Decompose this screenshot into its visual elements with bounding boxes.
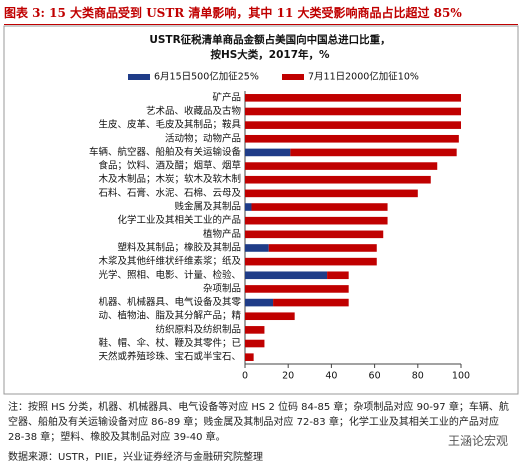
bar-segment	[290, 148, 457, 157]
bar-segment	[245, 298, 274, 307]
chart: USTR征税清单商品金额占美国向中国总进口比重， 按HS大类，2017年，% 6…	[3, 25, 519, 395]
y-tick-label: 木及木制品；木炭；软木及软木制	[98, 173, 241, 185]
chart-frame	[3, 25, 519, 395]
bar-segment	[245, 339, 265, 348]
x-tick-label: 0	[242, 371, 248, 382]
y-tick-label: 石料、石膏、水泥、石棉、云母及	[98, 187, 241, 199]
y-tick-label: 食品；饮料、酒及醋；烟草、烟草	[98, 160, 241, 172]
bar-segment	[327, 271, 349, 280]
bar-segment	[268, 244, 377, 252]
bar-segment	[245, 148, 291, 157]
bar-segment	[245, 271, 328, 280]
y-tick-label: 活动物；动物产品	[165, 132, 241, 144]
y-tick-label: 车辆、航空器、船舶及有关运输设备	[89, 146, 242, 158]
legend-swatch	[282, 74, 304, 80]
header: 图表 3: 15 大类商品受到 USTR 清单影响，其中 11 大类受影响商品占…	[4, 4, 518, 25]
bar-segment	[245, 175, 431, 184]
y-tick-label: 杂项制品	[203, 282, 241, 294]
y-tick-label: 纺织原料及纺织制品	[155, 323, 241, 335]
x-tick-label: 20	[282, 371, 294, 382]
y-tick-label: 塑料及其制品；橡胶及其制品	[117, 241, 241, 253]
y-tick-label: 天然或养殖珍珠、宝石或半宝石、	[98, 351, 241, 363]
y-tick-label: 动、植物油、脂及其分解产品；精	[98, 310, 241, 322]
bar-segment	[245, 203, 252, 211]
bar-segment	[245, 216, 388, 225]
watermark: 王涵论宏观	[447, 434, 508, 448]
bar-segment	[245, 134, 459, 143]
bar-segment	[245, 353, 254, 361]
legend-label: 6月15日500亿加征25%	[154, 71, 259, 83]
bar-segment	[245, 244, 269, 252]
y-tick-label: 植物产品	[203, 228, 241, 240]
y-tick-label: 鞋、帽、伞、杖、鞭及其零件；已	[98, 337, 241, 349]
y-tick-label: 化学工业及其相关工业的产品	[117, 214, 241, 226]
bar-segment	[245, 121, 461, 129]
legend-swatch	[128, 74, 150, 80]
x-tick-label: 100	[452, 371, 470, 382]
y-tick-label: 贱金属及其制品	[174, 201, 241, 213]
legend-label: 7月11日2000亿加征10%	[308, 71, 419, 83]
header-label: 图表 3:	[4, 6, 45, 20]
bar-segment	[245, 285, 349, 293]
x-tick-label: 40	[325, 371, 337, 382]
notes: 注：按照 HS 分类，机器、机械器具、电气设备等对应 HS 2 位码 84-85…	[8, 402, 509, 443]
bar-segment	[245, 162, 438, 170]
bar-segment	[245, 189, 418, 198]
header-title: 15 大类商品受到 USTR 清单影响，其中 11 大类受影响商品占比超过 85…	[49, 6, 462, 20]
bar-segment	[251, 203, 388, 211]
y-tick-label: 艺术品、收藏品及古物	[146, 105, 242, 117]
y-tick-label: 光学、照相、电影、计量、检验、	[98, 269, 241, 281]
y-tick-label: 机器、机械器具、电气设备及其零	[98, 296, 241, 308]
bar-segment	[273, 298, 349, 307]
y-tick-label: 生皮、皮革、毛皮及其制品；鞍具	[98, 119, 241, 131]
bar-segment	[245, 326, 265, 334]
bar-segment	[245, 312, 295, 321]
bar-segment	[245, 230, 384, 239]
y-tick-label: 矿产品	[212, 91, 241, 103]
chart-title: USTR征税清单商品金额占美国向中国总进口比重，	[149, 33, 390, 46]
x-tick-label: 60	[369, 371, 381, 382]
bar-segment	[245, 94, 461, 102]
x-tick-label: 80	[412, 371, 424, 382]
y-tick-label: 木浆及其他纤维状纤维素浆；纸及	[98, 255, 241, 267]
bar-segment	[245, 107, 461, 116]
chart-subtitle: 按HS大类，2017年，%	[210, 48, 330, 61]
bar-segment	[245, 257, 377, 266]
source: 数据来源：USTR，PIIE，兴业证券经济与金融研究院整理	[8, 452, 263, 463]
